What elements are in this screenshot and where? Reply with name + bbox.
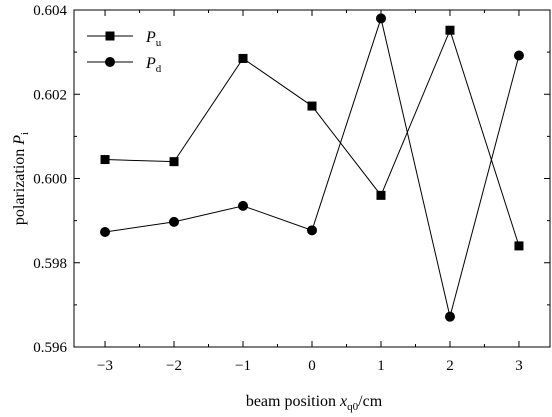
x-tick-label: 0 [308,358,316,374]
data-point-p-u [445,25,455,35]
series-layer [100,13,524,322]
data-point-p-d [375,13,386,24]
legend-item-p-u: Pu [87,29,162,49]
data-point-p-u [376,190,386,200]
x-axis-label: beam position xq0/cm [246,393,383,413]
x-axis-label-prefix: beam position [246,393,340,410]
data-point-p-d [307,225,317,236]
y-axis-label-prefix: polarization [11,145,28,225]
x-tick-label: 3 [515,358,523,374]
data-point-p-d [100,226,111,237]
axis-ticks: −3 −2 −1 0 1 2 3 0.596 0.598 0.600 0.602 0.604 [33,3,550,374]
y-axis-label-sub: i [19,132,31,135]
data-point-p-u [307,101,317,111]
y-tick-label: 0.602 [33,87,67,103]
x-tick-label: −3 [97,358,113,374]
legend-label-sub: u [156,37,162,49]
y-tick-label: 0.604 [33,3,67,19]
x-axis-label-sub: q0 [347,401,359,413]
data-point-p-u [238,53,248,63]
legend-label-p-u: Pu [145,29,162,49]
y-tick-label: 0.596 [33,340,67,356]
data-point-p-u [100,155,110,165]
x-tick-label: 2 [446,358,454,374]
x-axis-label-var: x [339,393,347,410]
legend-marker-square [105,31,115,41]
legend-label-p-d: Pd [145,55,162,75]
series-p-d [100,13,524,322]
x-tick-label: 1 [377,358,385,374]
y-tick-label: 0.600 [33,172,67,188]
legend-label-var: P [145,55,156,72]
x-tick-label: −2 [166,358,182,374]
legend-label-sub: d [156,63,162,75]
legend-label-var: P [145,29,156,46]
data-point-p-u [514,241,524,251]
series-line-p-d [104,16,520,317]
data-point-p-u [169,157,179,167]
legend-item-p-d: Pd [87,55,162,75]
series-p-u [100,25,524,251]
legend-marker-circle [105,57,115,67]
data-point-p-d [513,50,524,61]
y-axis-label-var: P [11,135,28,146]
y-tick-label: 0.598 [33,256,67,272]
data-point-p-d [238,200,249,211]
y-axis-label: polarization Pi [11,132,31,225]
x-tick-label: −1 [235,358,251,374]
data-point-p-d [444,311,455,322]
data-point-p-d [169,216,180,227]
x-axis-label-suffix: /cm [358,393,383,410]
series-line-p-u [105,28,520,247]
